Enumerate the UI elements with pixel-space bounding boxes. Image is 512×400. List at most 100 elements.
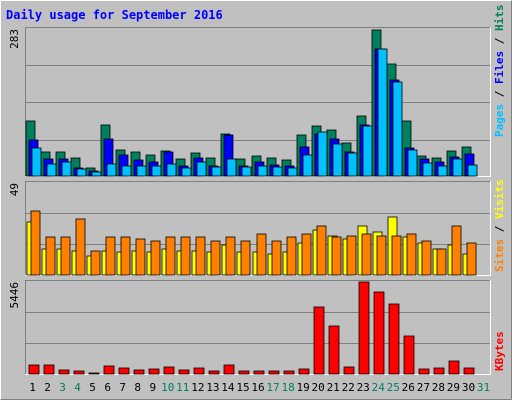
bar-sites-day-22 (346, 235, 357, 276)
legend-separator: / (493, 219, 506, 239)
legend-separator: / (493, 31, 506, 51)
x-tick-label-day-17: 17 (266, 381, 279, 394)
bar-sites-day-21 (331, 236, 342, 276)
bar-kbytes-day-7 (118, 367, 130, 375)
bar-pages-day-4 (76, 168, 87, 177)
bar-kbytes-day-10 (163, 366, 175, 375)
bar-kbytes-day-1 (28, 364, 40, 375)
bar-pages-day-14 (226, 158, 237, 177)
x-tick-label-day-13: 13 (206, 381, 219, 394)
bar-kbytes-day-17 (268, 370, 280, 375)
bar-sites-day-26 (406, 233, 417, 276)
bar-pages-day-13 (211, 166, 222, 177)
bar-pages-day-2 (46, 163, 57, 177)
bar-pages-day-10 (166, 163, 177, 177)
legend-top: Pages / Files / Hits (493, 5, 506, 138)
bar-kbytes-day-25 (388, 303, 400, 375)
bar-kbytes-day-5 (88, 372, 100, 375)
legend-hits: Hits (493, 5, 506, 32)
panel-top: 283 Pages / Files / Hits (8, 5, 506, 177)
bar-pages-day-3 (61, 161, 72, 177)
x-tick-label-day-3: 3 (59, 381, 66, 394)
x-tick-label-day-5: 5 (89, 381, 96, 394)
bar-kbytes-day-19 (298, 368, 310, 375)
x-tick-label-day-15: 15 (236, 381, 249, 394)
x-tick-label-day-23: 23 (357, 381, 370, 394)
bar-kbytes-day-11 (178, 369, 190, 375)
x-tick-label-day-25: 25 (387, 381, 400, 394)
bar-sites-day-3 (60, 236, 71, 276)
bar-kbytes-day-15 (238, 370, 250, 375)
bar-sites-day-18 (286, 236, 297, 276)
bar-sites-day-20 (316, 225, 327, 276)
bar-pages-day-26 (407, 149, 418, 177)
bar-sites-day-7 (120, 236, 131, 276)
x-tick-label-day-4: 4 (74, 381, 81, 394)
bar-pages-day-16 (257, 165, 268, 177)
y-axis-max-label: 49 (8, 183, 21, 196)
legend-files: Files (493, 51, 506, 84)
bar-kbytes-day-13 (208, 370, 220, 375)
bar-pages-day-24 (377, 48, 388, 177)
bar-kbytes-day-20 (313, 306, 325, 375)
bar-pages-day-6 (106, 163, 117, 177)
bar-kbytes-day-28 (433, 367, 445, 375)
bar-kbytes-day-16 (253, 370, 265, 375)
bar-kbytes-day-6 (103, 365, 115, 375)
legend-separator: / (493, 84, 506, 104)
x-tick-label-day-30: 30 (462, 381, 475, 394)
bar-pages-day-29 (452, 158, 463, 177)
x-tick-label-day-16: 16 (251, 381, 264, 394)
x-tick-label-day-8: 8 (134, 381, 141, 394)
bar-kbytes-day-3 (58, 369, 70, 375)
bar-pages-day-12 (196, 161, 207, 177)
bar-sites-day-2 (45, 236, 56, 276)
x-tick-label-day-22: 22 (342, 381, 355, 394)
bar-sites-day-28 (436, 248, 447, 276)
bar-sites-day-6 (105, 236, 116, 276)
bar-sites-day-13 (210, 240, 221, 276)
bar-kbytes-day-9 (148, 368, 160, 375)
bar-pages-day-30 (467, 164, 478, 177)
bar-pages-day-27 (422, 162, 433, 177)
legend-visits: Visits (493, 179, 506, 219)
x-tick-label-day-26: 26 (402, 381, 415, 394)
x-tick-label-day-21: 21 (327, 381, 340, 394)
x-tick-label-day-7: 7 (119, 381, 126, 394)
bar-pages-day-25 (392, 81, 403, 177)
bar-pages-day-19 (302, 154, 313, 177)
panel-bottom-plot-area (25, 280, 491, 375)
bar-pages-day-7 (121, 165, 132, 177)
x-tick-label-day-9: 9 (149, 381, 156, 394)
bar-kbytes-day-14 (223, 364, 235, 375)
bar-kbytes-day-12 (193, 367, 205, 375)
bar-pages-day-9 (151, 165, 162, 177)
bar-sites-day-29 (451, 225, 462, 276)
x-tick-label-day-19: 19 (296, 381, 309, 394)
bar-sites-day-8 (135, 238, 146, 276)
legend-sites: Sites (493, 239, 506, 272)
legend-middle: Sites / Visits (493, 179, 506, 272)
bar-kbytes-day-2 (43, 364, 55, 375)
panel-middle: 49 Sites / Visits (8, 179, 506, 276)
bar-sites-day-17 (271, 240, 282, 276)
bar-sites-day-1 (30, 210, 41, 276)
bar-kbytes-day-29 (448, 360, 460, 375)
bar-kbytes-day-21 (328, 325, 340, 375)
x-tick-label-day-27: 27 (417, 381, 430, 394)
panel-bottom: 5446 KBytes (8, 280, 506, 375)
bar-kbytes-day-4 (73, 370, 85, 375)
bar-kbytes-day-18 (283, 370, 295, 375)
bar-kbytes-day-22 (343, 366, 355, 375)
bar-sites-day-12 (195, 236, 206, 276)
bar-pages-day-23 (362, 125, 373, 177)
bar-sites-day-19 (301, 233, 312, 276)
bar-sites-day-24 (376, 235, 387, 276)
bar-sites-day-25 (391, 235, 402, 276)
bar-sites-day-15 (240, 240, 251, 276)
x-tick-label-day-14: 14 (221, 381, 235, 394)
bar-pages-day-28 (437, 165, 448, 177)
y-axis-max-label: 5446 (8, 282, 21, 309)
bar-pages-day-21 (332, 143, 343, 177)
